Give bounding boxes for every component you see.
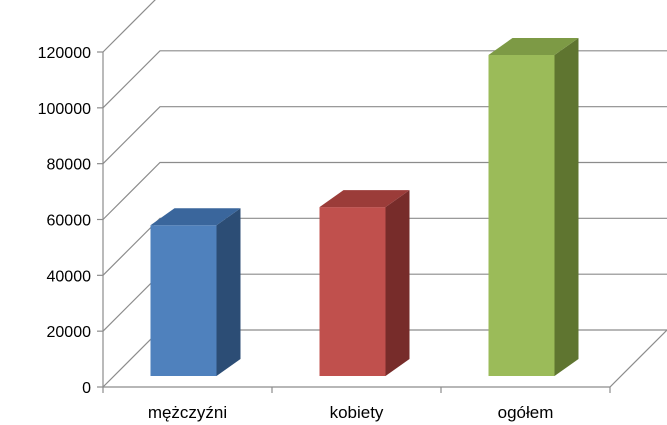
bar-front-face bbox=[150, 225, 217, 376]
gridline bbox=[102, 50, 667, 109]
bar-2 bbox=[319, 190, 410, 376]
y-tick-label: 120000 bbox=[38, 45, 91, 62]
y-tick-label: 0 bbox=[82, 380, 91, 397]
bar-1 bbox=[150, 208, 241, 376]
x-category-labels: mężczyźni kobiety ogółem bbox=[148, 403, 554, 422]
bars bbox=[150, 37, 579, 376]
axes bbox=[97, 51, 667, 393]
bar-front-face bbox=[488, 54, 555, 376]
bar-3 bbox=[488, 37, 579, 376]
y-tick-labels: 0 20000 40000 60000 80000 100000 120000 bbox=[38, 45, 91, 397]
bar-front-face bbox=[319, 207, 386, 376]
bar-top-face bbox=[319, 190, 410, 208]
x-category-label: ogółem bbox=[498, 403, 554, 422]
y-tick-label: 40000 bbox=[47, 268, 92, 285]
bar-top-face bbox=[488, 37, 579, 55]
y-tick-label: 20000 bbox=[47, 324, 92, 341]
bar-top-face bbox=[150, 208, 241, 226]
bar-side-face bbox=[554, 37, 579, 376]
gridline bbox=[102, 0, 156, 53]
bar-side-face bbox=[216, 208, 241, 376]
y-tick-label: 100000 bbox=[38, 101, 91, 118]
x-category-label: kobiety bbox=[330, 403, 384, 422]
y-tick-label: 60000 bbox=[47, 213, 92, 230]
gridline bbox=[102, 106, 667, 165]
y-tick-label: 80000 bbox=[47, 157, 92, 174]
x-category-label: mężczyźni bbox=[148, 403, 227, 422]
bar-side-face bbox=[385, 190, 410, 376]
